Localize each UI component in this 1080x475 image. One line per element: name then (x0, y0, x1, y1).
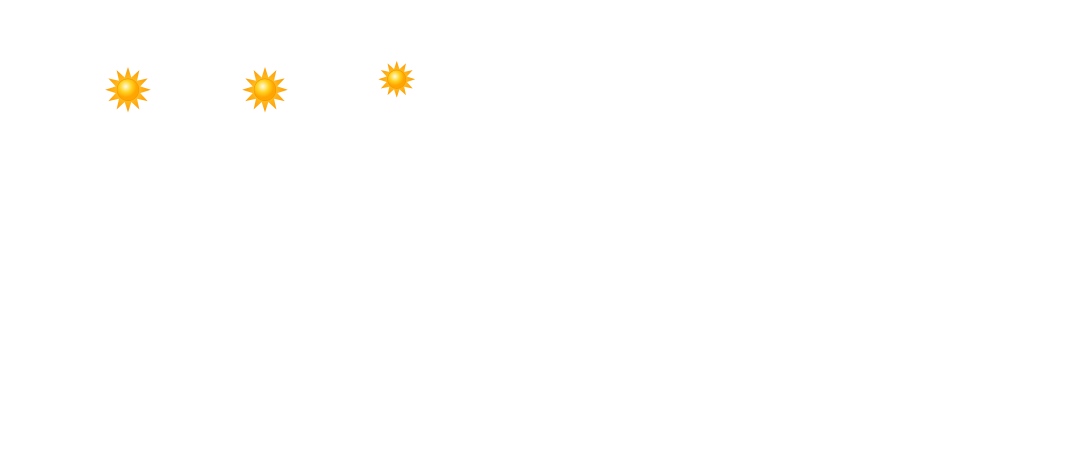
sun-showers-icon (378, 60, 416, 98)
sunny-icon (242, 67, 289, 113)
sunny-icon (105, 67, 152, 113)
